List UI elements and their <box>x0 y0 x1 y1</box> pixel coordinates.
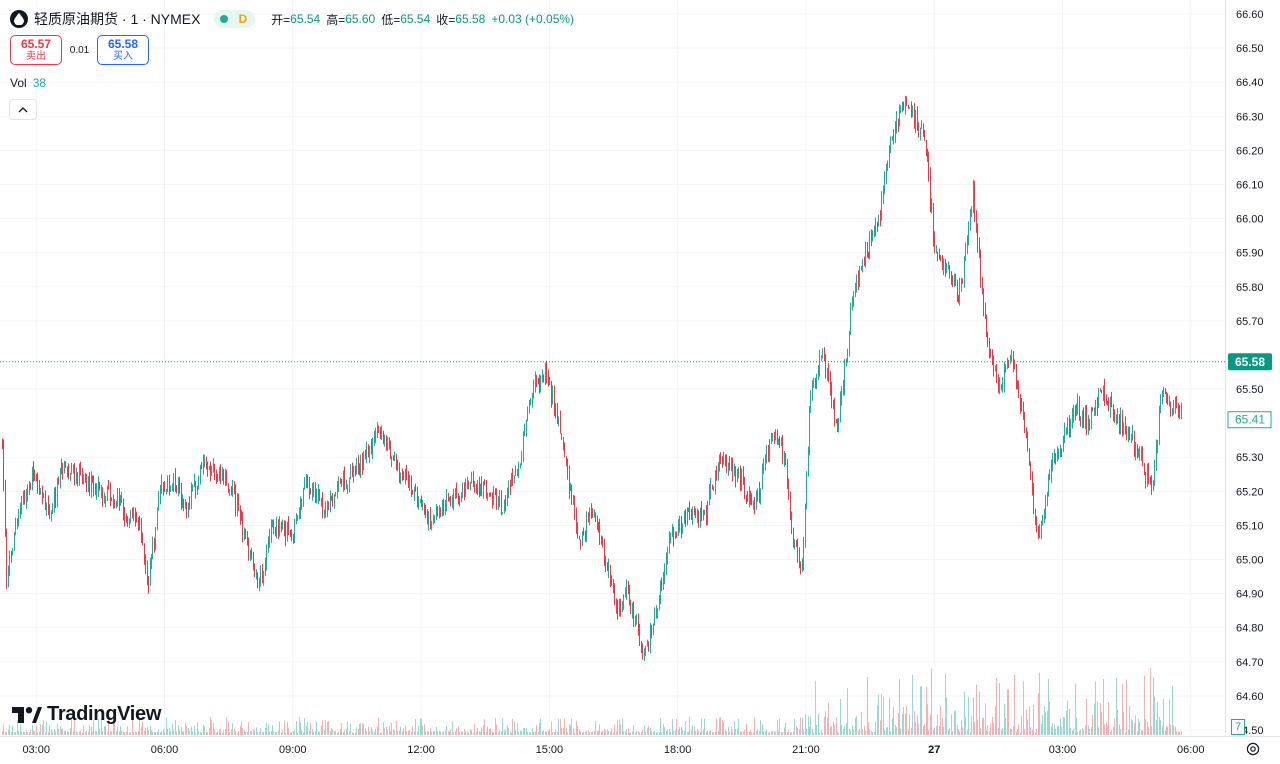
price-tick-label: 64.90 <box>1236 589 1264 601</box>
ohlc-high-value: 65.60 <box>345 12 376 26</box>
price-tick-label: 66.30 <box>1236 111 1264 123</box>
price-tick-label: 66.20 <box>1236 145 1264 157</box>
price-tick-label: 66.40 <box>1236 77 1264 89</box>
ohlc-low-value: 65.54 <box>400 12 431 26</box>
spread-value: 0.01 <box>69 44 90 56</box>
price-tick-label: 64.70 <box>1236 657 1264 669</box>
alt-price-text: 65.41 <box>1235 413 1265 427</box>
last-price-label: 65.58 <box>1228 353 1272 371</box>
gear-icon <box>1246 742 1260 756</box>
price-tick-label: 65.80 <box>1236 282 1264 294</box>
ohlc-open-label: 开= <box>271 12 291 27</box>
price-tick-label: 64.80 <box>1236 623 1264 635</box>
price-tick-label: 65.10 <box>1236 520 1264 532</box>
price-axis[interactable]: 66.60 66.50 66.40 66.30 66.20 66.10 66.00 65.90… <box>1225 0 1264 737</box>
price-tick-label: 65.90 <box>1236 248 1264 260</box>
ohlc-high-label: 高= <box>326 12 346 27</box>
trade-panel: 65.57 卖出 0.01 65.58 买入 <box>10 35 149 65</box>
volume-legend: Vol 38 <box>10 76 46 90</box>
chart-settings-button[interactable] <box>1244 740 1262 758</box>
sell-label: 卖出 <box>26 51 46 62</box>
tradingview-logo[interactable]: TradingView <box>12 703 161 726</box>
time-tick-label: 27 <box>928 744 940 756</box>
time-tick-label: 21:00 <box>792 744 820 756</box>
ohlc-open-value: 65.54 <box>290 12 321 26</box>
sell-price: 65.57 <box>20 37 52 51</box>
candles <box>2 95 1182 661</box>
price-tick-label: 65.50 <box>1236 384 1264 396</box>
time-tick-label: 06:00 <box>1177 744 1205 756</box>
time-tick-label: 09:00 <box>279 744 307 756</box>
price-tick-label: 65.20 <box>1236 486 1264 498</box>
market-status-badge[interactable]: D <box>214 10 256 28</box>
status-letter: D <box>238 12 248 26</box>
collapse-legend-button[interactable] <box>9 99 37 120</box>
tradingview-logo-icon <box>12 706 42 723</box>
price-tick-label: 64.60 <box>1236 691 1264 703</box>
volume-label: Vol <box>10 76 27 90</box>
price-tick-label: 65.30 <box>1236 452 1264 464</box>
volume-bars <box>2 667 1182 735</box>
symbol-title[interactable]: 轻质原油期货 · 1 · NYMEX <box>34 11 201 27</box>
buy-label: 买入 <box>113 51 133 62</box>
ohlc-close-value: 65.58 <box>455 12 486 26</box>
market-open-dot-icon <box>220 15 229 23</box>
volume-badge: 7 <box>1231 719 1245 735</box>
last-price-text: 65.58 <box>1235 355 1265 369</box>
time-tick-label: 03:00 <box>22 744 50 756</box>
price-tick-label: 66.10 <box>1236 179 1264 191</box>
time-tick-label: 18:00 <box>664 744 692 756</box>
price-tick-label: 65.00 <box>1236 555 1264 567</box>
alt-price-label: 65.41 <box>1227 411 1272 429</box>
ohlc-close-label: 收= <box>436 12 456 27</box>
ohlc-change-value: +0.03 (+0.05%) <box>491 12 575 26</box>
price-tick-label: 66.00 <box>1236 214 1264 226</box>
buy-button[interactable]: 65.58 买入 <box>97 35 149 65</box>
price-tick-label: 66.50 <box>1236 43 1264 55</box>
chevron-up-icon <box>18 106 28 112</box>
time-tick-label: 12:00 <box>407 744 435 756</box>
tradingview-logo-text: TradingView <box>47 703 162 725</box>
buy-price: 65.58 <box>107 37 139 51</box>
drop-icon <box>10 10 28 28</box>
price-tick-label: 66.60 <box>1236 9 1264 21</box>
chart-legend: 轻质原油期货 · 1 · NYMEX D 开= 65.54 高= 65.60 低= 6… <box>10 8 580 30</box>
price-tick-label: 65.70 <box>1236 316 1264 328</box>
time-tick-label: 06:00 <box>151 744 179 756</box>
volume-value: 38 <box>32 76 47 90</box>
time-axis[interactable]: 03:00 06:00 09:00 12:00 15:00 18:00 21:00 27 03:… <box>0 736 1280 757</box>
time-tick-label: 15:00 <box>536 744 564 756</box>
sell-button[interactable]: 65.57 卖出 <box>10 35 62 65</box>
time-tick-label: 03:00 <box>1049 744 1077 756</box>
ohlc-low-label: 低= <box>381 12 401 27</box>
grid <box>0 0 1225 736</box>
